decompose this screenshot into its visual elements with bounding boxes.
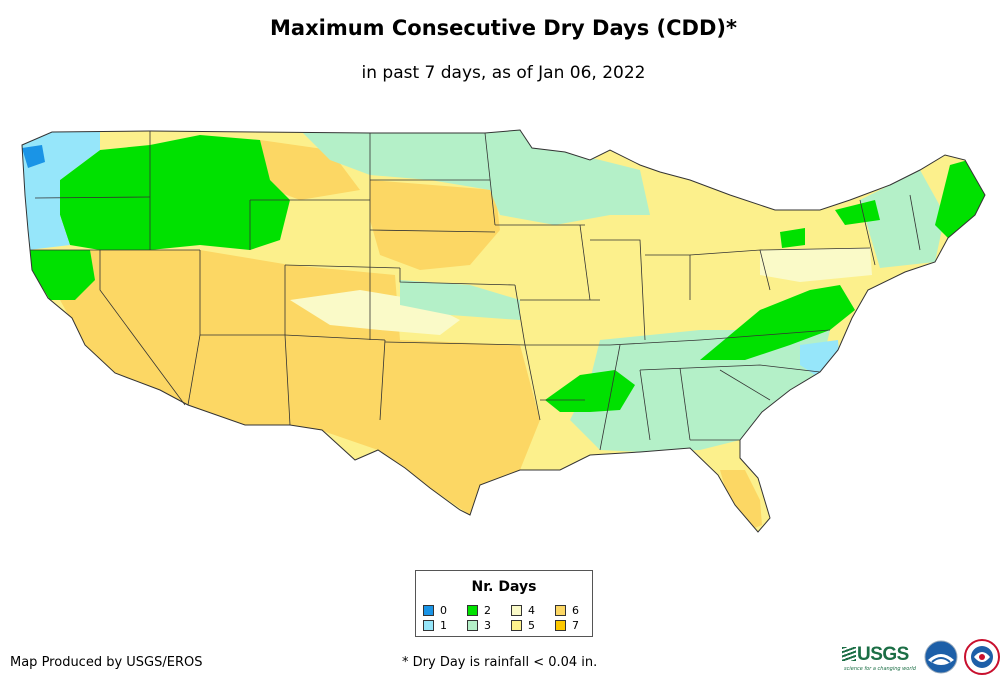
legend-item-1: 1 — [423, 619, 447, 632]
legend-item-3: 3 — [467, 619, 491, 632]
legend-swatch — [555, 620, 566, 631]
nws-logo-icon — [964, 639, 1000, 675]
region-montana-6 — [260, 140, 360, 200]
region-california-2 — [28, 250, 95, 300]
region-southwest-6 — [60, 250, 540, 515]
legend-swatch — [511, 620, 522, 631]
region-north-plains-3 — [300, 130, 650, 225]
region-midatlantic-4 — [760, 248, 872, 282]
legend-label: 2 — [484, 604, 491, 617]
legend-label: 5 — [528, 619, 535, 632]
us-dry-days-map — [21, 129, 986, 533]
legend-title: Nr. Days — [471, 579, 537, 595]
legend-item-7: 7 — [555, 619, 579, 632]
legend-item-4: 4 — [511, 604, 535, 617]
legend-swatch — [511, 605, 522, 616]
usgs-logo: USGS — [842, 644, 909, 666]
region-appalachia-2 — [700, 285, 855, 360]
legend-label: 6 — [572, 604, 579, 617]
region-northwest-2 — [60, 135, 290, 250]
region-new-york-2 — [835, 200, 880, 225]
noaa-logo-icon — [924, 640, 958, 674]
map-subtitle: in past 7 days, as of Jan 06, 2022 — [361, 63, 646, 83]
legend-swatch — [423, 620, 434, 631]
legend-label: 0 — [440, 604, 447, 617]
legend-item-6: 6 — [555, 604, 579, 617]
map-title: Maximum Consecutive Dry Days (CDD)* — [270, 16, 737, 40]
legend-item-5: 5 — [511, 619, 535, 632]
legend-label: 3 — [484, 619, 491, 632]
region-kansas-3 — [400, 280, 520, 320]
agency-logos: USGS science for a changing world — [842, 638, 1002, 678]
legend-item-0: 0 — [423, 604, 447, 617]
us-outline — [21, 129, 986, 533]
legend-item-2: 2 — [467, 604, 491, 617]
region-puget-0 — [22, 145, 45, 168]
region-pennsylvania-2 — [780, 228, 805, 248]
usgs-tagline: science for a changing world — [844, 666, 916, 672]
region-northeast-3 — [860, 170, 945, 268]
region-new-england-2 — [935, 160, 985, 238]
legend-swatch — [467, 605, 478, 616]
map-credit: Map Produced by USGS/EROS — [10, 655, 203, 670]
legend-swatch — [467, 620, 478, 631]
region-plains-6 — [370, 180, 500, 270]
legend-swatch — [423, 605, 434, 616]
region-florida-6 — [720, 470, 762, 530]
region-southeast-3 — [570, 330, 830, 452]
region-tennessee-2 — [545, 370, 635, 412]
legend-label: 1 — [440, 619, 447, 632]
state-boundaries — [30, 131, 921, 451]
legend-swatch — [555, 605, 566, 616]
legend: Nr. Days 0 1 2 3 4 5 6 7 — [415, 570, 593, 637]
legend-label: 7 — [572, 619, 579, 632]
dry-day-footnote: * Dry Day is rainfall < 0.04 in. — [402, 655, 598, 670]
legend-label: 4 — [528, 604, 535, 617]
